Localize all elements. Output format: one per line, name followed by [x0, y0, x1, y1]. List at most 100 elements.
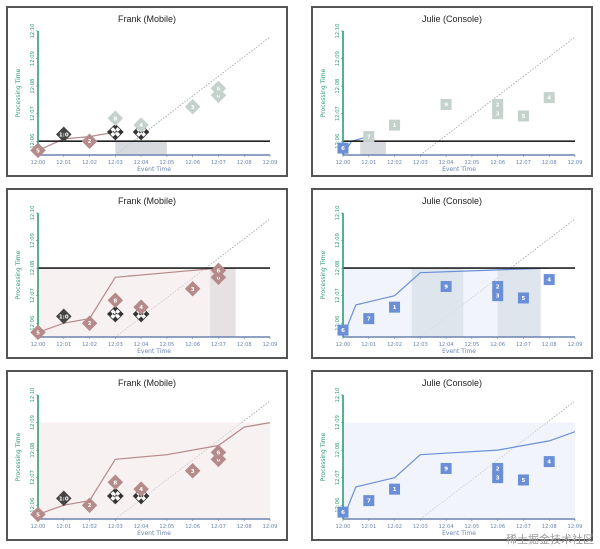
- y-tick-label: 12:09: [335, 415, 341, 430]
- x-tick-label: 12:01: [361, 524, 376, 530]
- x-tick-label: 12:00: [31, 524, 46, 530]
- event-marker: [337, 506, 349, 518]
- watermark-curve: [37, 267, 219, 333]
- event-marker-label: 4: [139, 487, 143, 493]
- event-marker-label: 5: [522, 114, 526, 120]
- x-tick-label: 12:09: [263, 342, 278, 348]
- x-tick-label: 12:05: [464, 160, 479, 166]
- event-marker-label: 5: [113, 494, 117, 500]
- x-tick-label: 12:09: [263, 524, 278, 530]
- event-marker: [517, 292, 529, 304]
- x-tick-label: 12:08: [237, 160, 252, 166]
- event-marker: [517, 110, 529, 122]
- x-tick-label: 12:04: [134, 160, 150, 166]
- checker-cell: [112, 124, 118, 130]
- panel-svg: Frank (Mobile) 12:00 12:01 12:02 12:03 12:04 1…: [15, 14, 277, 173]
- x-tick-label: 12:06: [490, 342, 505, 348]
- event-marker: [107, 474, 124, 491]
- event-marker: [337, 142, 349, 154]
- event-marker: [184, 98, 201, 115]
- x-tick-label: 12:02: [387, 524, 402, 530]
- x-tick-label: 12:02: [82, 342, 97, 348]
- y-tick-label: 12:07: [30, 288, 36, 303]
- event-marker-label: 1: [393, 123, 397, 129]
- x-axis-label: Event Time: [442, 530, 476, 537]
- event-marker: [492, 462, 504, 474]
- event-marker-label: 5: [36, 330, 40, 336]
- x-tick-label: 12:00: [336, 160, 351, 166]
- checker-cell: [112, 311, 118, 317]
- x-tick-label: 12:04: [134, 524, 150, 530]
- event-marker-label: 1:0: [59, 496, 69, 502]
- event-marker-label: 4: [547, 96, 551, 102]
- y-tick-label: 12:09: [30, 51, 36, 66]
- y-tick-label: 12:10: [30, 388, 36, 403]
- x-tick-label: 12:04: [439, 524, 455, 530]
- x-tick-label: 12:04: [134, 342, 150, 348]
- x-tick-label: 12:03: [108, 160, 123, 166]
- checker-cell: [143, 129, 149, 135]
- event-marker-label: 2: [88, 321, 92, 327]
- event-marker: [517, 474, 529, 486]
- checker-cell: [143, 311, 149, 317]
- x-tick-label: 12:08: [542, 342, 557, 348]
- panel-julie-step-2: Julie (Console) 12:00 12:01 12:02 12:03 12:04…: [311, 370, 593, 541]
- x-tick-label: 12:08: [542, 524, 557, 530]
- event-marker: [492, 98, 504, 110]
- window-slab: [141, 141, 167, 155]
- y-tick-label: 12:06: [335, 134, 341, 149]
- panel-svg: Frank (Mobile) 12:00 12:01 12:02 12:03 12:04 1…: [15, 196, 278, 355]
- x-tick-label: 12:02: [82, 160, 97, 166]
- event-marker: [440, 98, 452, 110]
- x-tick-label: 12:02: [82, 524, 97, 530]
- emitted-area: [38, 422, 270, 519]
- event-marker: [440, 280, 452, 292]
- x-tick-label: 12:00: [336, 524, 351, 530]
- panel-svg: Frank (Mobile) 12:00 12:01 12:02 12:03 12:04 1…: [15, 378, 278, 537]
- y-tick-label: 12:08: [30, 443, 36, 458]
- y-tick-label: 12:08: [335, 79, 341, 94]
- y-tick-label: 12:09: [335, 233, 341, 248]
- x-tick-label: 12:01: [56, 524, 71, 530]
- y-axis-label: Processing Time: [15, 250, 22, 299]
- event-marker-label: 4: [547, 278, 551, 284]
- x-tick-label: 12:05: [464, 524, 479, 530]
- y-tick-label: 12:06: [335, 316, 341, 331]
- event-marker-label: 5: [113, 312, 117, 318]
- x-tick-label: 12:05: [464, 342, 479, 348]
- x-tick-label: 12:02: [387, 342, 402, 348]
- x-tick-label: 12:06: [185, 524, 200, 530]
- panel-svg: Julie (Console) 12:00 12:01 12:02 12:03 12:04…: [320, 378, 582, 537]
- event-marker-label: 3: [191, 469, 195, 475]
- y-tick-label: 12:10: [30, 206, 36, 221]
- event-marker-label: 1: [139, 494, 143, 500]
- panel-title: Frank (Mobile): [118, 14, 176, 24]
- event-marker-label: 4: [547, 460, 551, 466]
- x-tick-label: 12:01: [56, 160, 71, 166]
- y-tick-label: 12:06: [30, 134, 36, 149]
- event-marker-label: 2: [496, 466, 500, 472]
- event-marker: [389, 119, 401, 131]
- event-marker-label: 2: [496, 284, 500, 290]
- y-tick-label: 12:07: [335, 106, 341, 121]
- event-marker: [389, 483, 401, 495]
- panel-julie-step-0: Julie (Console) 12:00 12:01 12:02 12:03 12:04…: [311, 6, 593, 177]
- y-axis-label: Processing Time: [320, 250, 327, 299]
- event-marker-label: 6: [217, 93, 221, 99]
- event-marker-label: 1:0: [59, 314, 69, 320]
- window-slab: [360, 141, 386, 155]
- panel-frank-step-2: Frank (Mobile) 12:00 12:01 12:02 12:03 12:04 1…: [6, 370, 288, 541]
- event-marker-label: 1:0: [59, 132, 69, 138]
- event-marker-label: 1: [139, 130, 143, 136]
- event-marker: [133, 117, 149, 133]
- event-marker-label: 1: [393, 305, 397, 311]
- panel-title: Frank (Mobile): [118, 378, 176, 388]
- y-tick-label: 12:08: [30, 79, 36, 94]
- y-tick-label: 12:08: [335, 443, 341, 458]
- y-tick-label: 12:10: [335, 388, 341, 403]
- x-tick-label: 12:00: [31, 160, 46, 166]
- y-tick-label: 12:10: [30, 24, 36, 39]
- x-axis-label: Event Time: [137, 530, 171, 537]
- y-tick-label: 12:10: [335, 24, 341, 39]
- x-tick-label: 12:03: [108, 524, 123, 530]
